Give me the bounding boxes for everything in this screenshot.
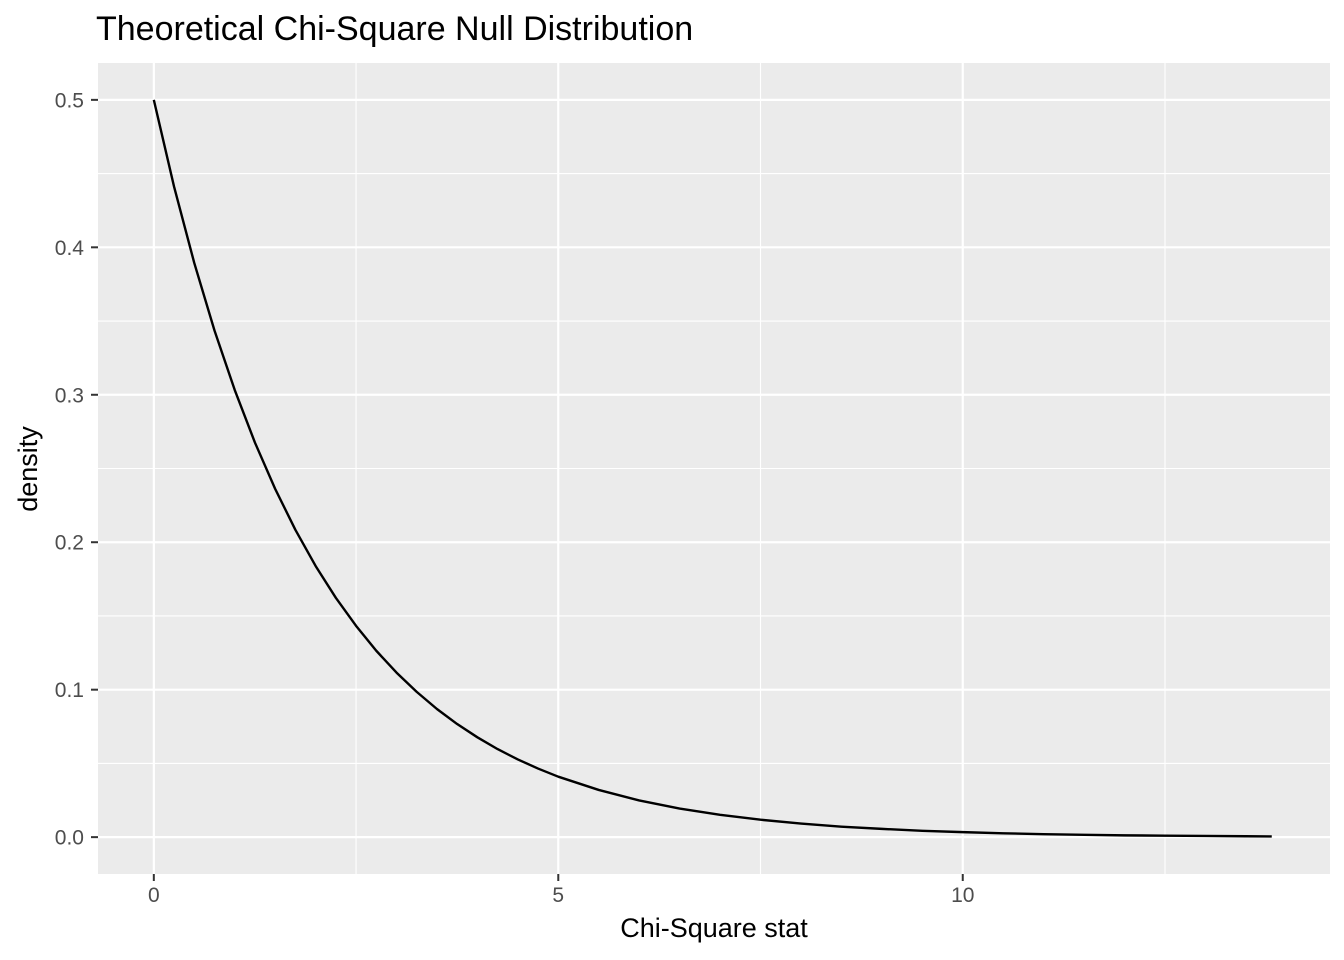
- x-tick-label: 5: [552, 884, 564, 907]
- grid-minor: [98, 63, 1330, 874]
- y-tick-label: 0.3: [55, 384, 84, 407]
- y-axis-title: density: [13, 426, 43, 512]
- y-tick-label: 0.2: [55, 532, 84, 555]
- series-layer: [152, 99, 1272, 838]
- y-tick-label: 0.5: [55, 89, 84, 112]
- x-tick-label: 0: [148, 884, 160, 907]
- density-curve: [152, 99, 1272, 838]
- x-tick-label: 10: [951, 884, 974, 907]
- grid-major: [98, 63, 1330, 874]
- y-tick-label: 0.4: [55, 237, 85, 260]
- tick-labels: 0 5 10 0.0 0.1 0.2 0.3 0.4 0.5: [55, 89, 975, 907]
- axis-ticks: [91, 98, 964, 881]
- x-axis-title: Chi-Square stat: [620, 913, 808, 943]
- y-tick-label: 0.0: [55, 827, 84, 850]
- chart-title: Theoretical Chi-Square Null Distribution: [96, 10, 693, 48]
- y-tick-label: 0.1: [55, 679, 84, 702]
